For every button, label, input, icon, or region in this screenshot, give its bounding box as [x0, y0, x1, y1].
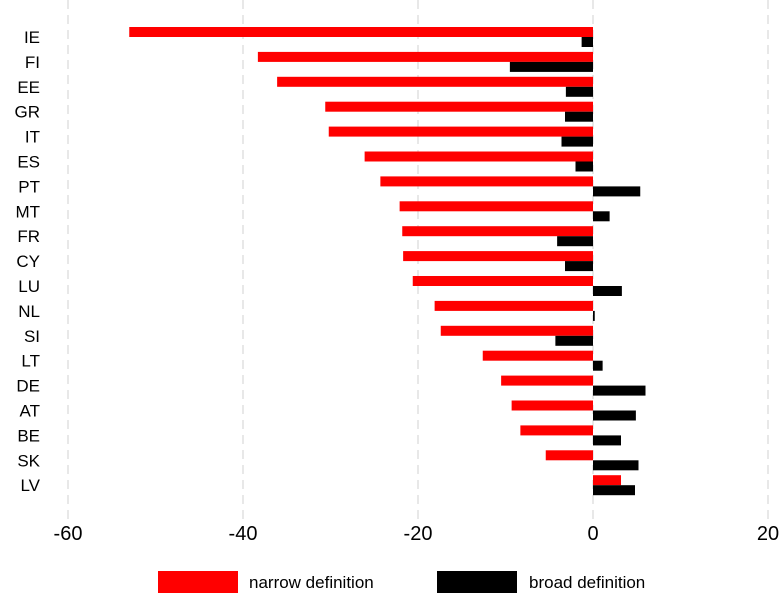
category-label-lu: LU: [18, 277, 40, 296]
bar-pt-broad: [593, 186, 641, 197]
bar-fi-broad: [509, 61, 593, 72]
category-label-mt: MT: [15, 202, 40, 221]
bar-at-broad: [593, 410, 636, 421]
bar-lu-broad: [593, 286, 622, 296]
category-label-si: SI: [24, 327, 40, 346]
x-tick-labels: -60 -40 -20 0 20: [54, 523, 780, 545]
bar-cy-narrow: [403, 251, 593, 262]
bar-it-narrow: [328, 126, 593, 137]
bar-de-broad: [593, 385, 646, 396]
bar-be-broad: [593, 435, 621, 446]
bar-ee-narrow: [277, 76, 593, 87]
x-tick-label-3: 0: [587, 523, 598, 545]
category-label-ie: IE: [24, 28, 40, 47]
category-label-sk: SK: [17, 451, 40, 470]
category-label-ee: EE: [17, 78, 40, 97]
category-label-de: DE: [16, 377, 40, 396]
bar-lv-broad: [593, 485, 635, 496]
bar-ie-narrow: [129, 27, 593, 37]
bar-lt-narrow: [482, 350, 593, 361]
bar-gr-broad: [565, 111, 593, 122]
category-label-at: AT: [20, 402, 40, 421]
category-label-es: ES: [17, 153, 40, 172]
bar-ie-broad: [581, 37, 593, 47]
bar-at-narrow: [511, 400, 593, 411]
legend-swatch-broad: [437, 571, 517, 593]
legend-label-broad: broad definition: [529, 573, 645, 592]
bar-es-broad: [575, 161, 593, 172]
category-label-it: IT: [25, 128, 40, 147]
bar-es-narrow: [364, 151, 593, 162]
bar-fr-broad: [557, 236, 593, 247]
bar-ee-broad: [565, 86, 593, 97]
bar-sk-broad: [593, 460, 639, 471]
bar-lt-broad: [593, 360, 603, 371]
category-label-fr: FR: [17, 227, 40, 246]
legend-label-narrow: narrow definition: [249, 573, 374, 592]
bar-fr-narrow: [402, 226, 593, 237]
bar-gr-narrow: [325, 101, 593, 112]
category-label-lv: LV: [20, 476, 40, 495]
category-label-gr: GR: [15, 103, 41, 122]
category-label-cy: CY: [16, 252, 40, 271]
category-label-fi: FI: [25, 53, 40, 72]
bar-fi-narrow: [257, 51, 593, 62]
category-label-nl: NL: [18, 302, 40, 321]
bar-si-narrow: [440, 325, 593, 336]
bar-si-broad: [555, 335, 593, 346]
legend: narrow definition broad definition: [158, 571, 645, 593]
x-tick-label-1: -40: [229, 523, 258, 545]
x-tick-label-4: 20: [757, 523, 779, 545]
bar-lv-narrow: [593, 475, 621, 486]
bar-cy-broad: [565, 261, 593, 272]
x-tick-label-0: -60: [54, 523, 83, 545]
bar-nl-broad: [593, 310, 595, 321]
bar-it-broad: [561, 136, 593, 147]
category-label-pt: PT: [18, 177, 40, 196]
bar-mt-narrow: [399, 201, 593, 212]
bar-de-narrow: [501, 375, 593, 386]
category-labels: IE FI EE GR IT ES PT MT FR CY LU NL SI LT DE AT BE SK LV: [15, 28, 41, 495]
category-label-lt: LT: [21, 352, 40, 371]
bars: [129, 27, 646, 496]
bar-be-narrow: [520, 425, 593, 436]
x-tick-label-2: -20: [404, 523, 433, 545]
legend-swatch-narrow: [158, 571, 238, 593]
bar-sk-narrow: [545, 450, 593, 461]
bar-mt-broad: [593, 211, 610, 222]
bar-lu-narrow: [412, 276, 593, 286]
category-label-be: BE: [17, 426, 40, 445]
bar-nl-narrow: [434, 300, 593, 311]
bar-pt-narrow: [380, 176, 593, 187]
